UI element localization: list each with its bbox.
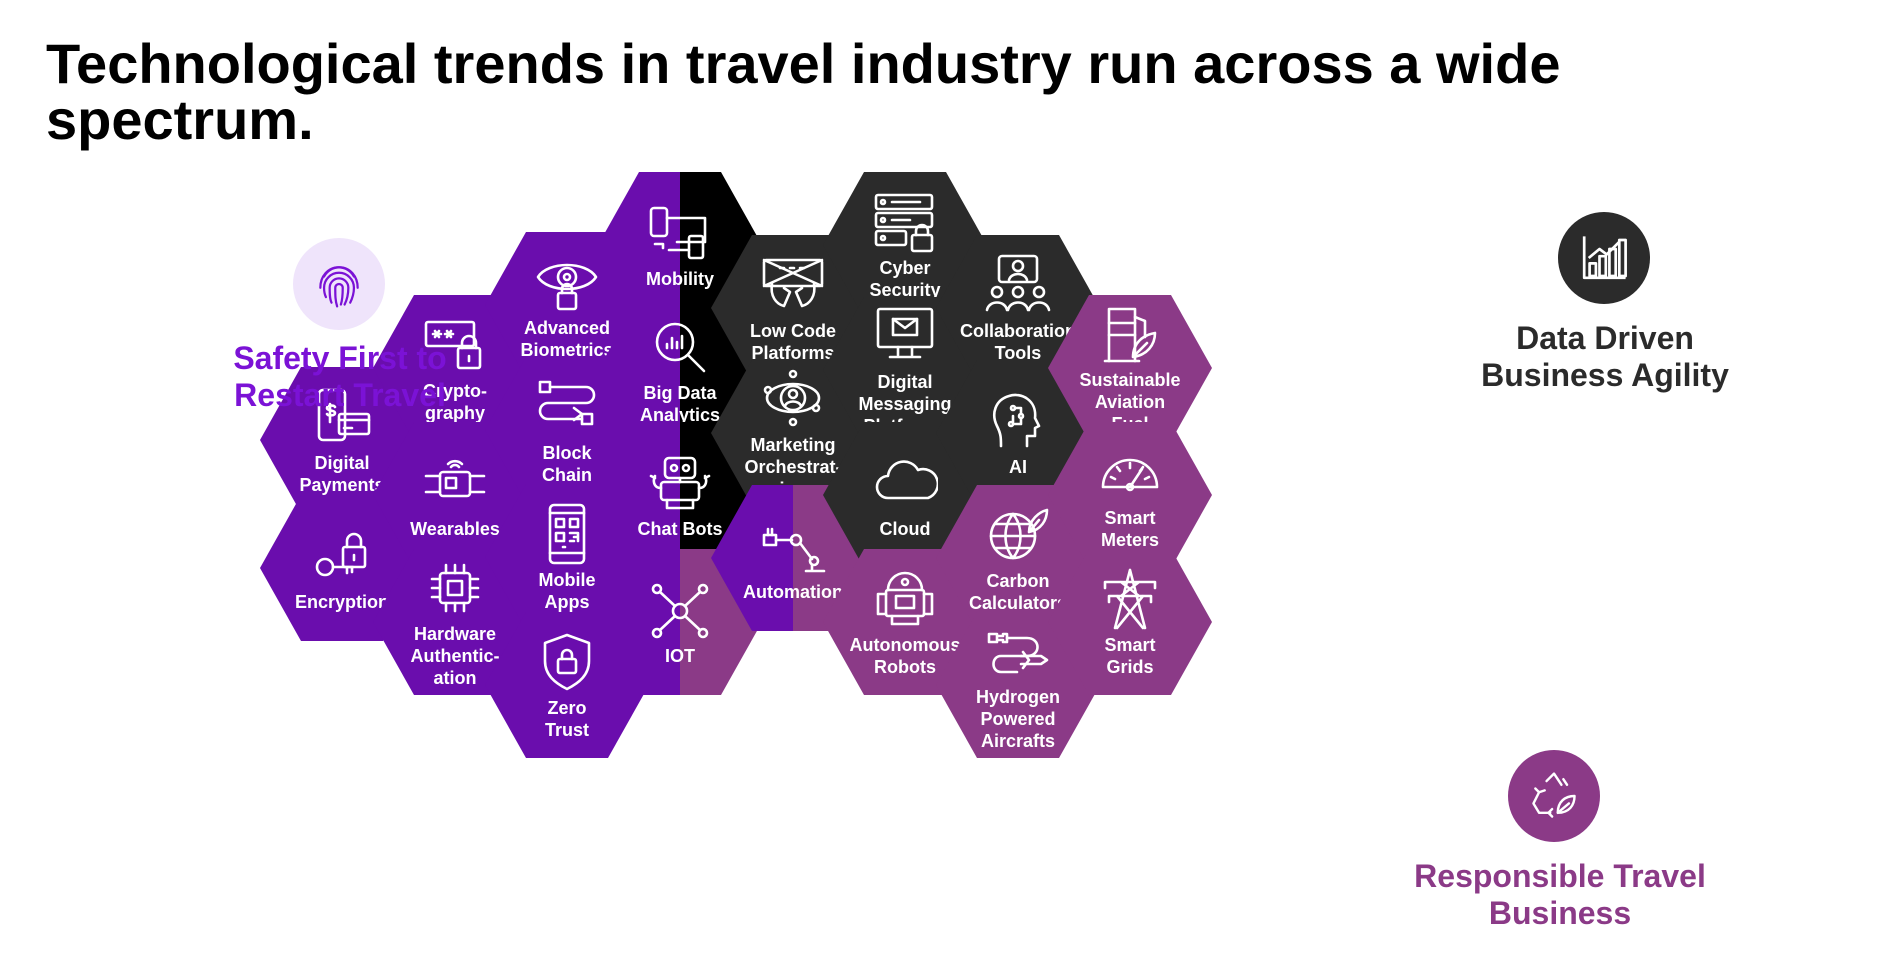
plug-plane-icon bbox=[987, 632, 1049, 674]
category-safety-label: Safety First to Restart Travel bbox=[233, 340, 447, 413]
smartwatch-icon bbox=[424, 459, 486, 498]
orbit-user-icon bbox=[763, 369, 821, 427]
hex-smart-meters: Smart Meters bbox=[1048, 422, 1212, 568]
hex-label: IOT bbox=[665, 646, 695, 666]
fingerprint-icon bbox=[293, 238, 385, 330]
hex-label: Smart Meters bbox=[1100, 508, 1160, 550]
hex-label: Low Code Platforms bbox=[750, 321, 836, 363]
recycle-leaf-icon bbox=[1508, 750, 1600, 842]
hex-label: Hardware Authentic- ation bbox=[410, 624, 500, 688]
hex-label: Mobile Apps bbox=[538, 570, 596, 612]
hex-label: Hydrogen Powered Aircrafts bbox=[975, 687, 1060, 751]
bar-chart-icon bbox=[1558, 212, 1650, 304]
hex-label: AI bbox=[1009, 457, 1027, 477]
phone-card-icon bbox=[317, 388, 371, 442]
hex-label: Digital Payments bbox=[299, 453, 385, 495]
monitor-mail-icon bbox=[876, 307, 934, 359]
pylon-icon bbox=[1103, 568, 1157, 630]
hex-label: Wearables bbox=[410, 519, 500, 539]
team-screen-icon bbox=[985, 254, 1051, 312]
hex-label: Automation bbox=[743, 582, 843, 602]
ai-head-icon bbox=[993, 393, 1041, 448]
keyboard-hands-icon bbox=[762, 258, 824, 308]
robot-arm-icon bbox=[762, 527, 826, 573]
magnifier-chart-icon bbox=[655, 322, 706, 373]
hex-label: Collaboration Tools bbox=[960, 321, 1076, 363]
hex-label: Cloud bbox=[879, 519, 931, 539]
chip-icon bbox=[430, 563, 480, 613]
hex-label: Digital Messaging Platforms bbox=[858, 372, 952, 436]
hex-label: Cyber Security bbox=[869, 258, 941, 300]
gauge-icon bbox=[1101, 458, 1159, 492]
hex-sustainable-aviation-fuel: Sustainable Aviation Fuel bbox=[1048, 295, 1212, 441]
hex-label: Advanced Biometrics bbox=[520, 318, 614, 360]
hex-smart-grids: Smart Grids bbox=[1048, 549, 1212, 695]
shield-lock-icon bbox=[543, 633, 591, 691]
page-title: Technological trends in travel industry … bbox=[46, 32, 1561, 151]
hex-label: Encryption bbox=[294, 592, 389, 612]
network-icon bbox=[651, 583, 709, 639]
password-lock-icon bbox=[424, 320, 482, 370]
hex-label: Big Data Analytics bbox=[639, 383, 721, 425]
server-lock-icon bbox=[874, 193, 934, 253]
hex-label: Carbon Calculators bbox=[968, 571, 1068, 613]
chain-path-icon bbox=[538, 380, 596, 426]
hex-label: Autonomous Robots bbox=[849, 635, 961, 677]
lock-key-icon bbox=[315, 532, 367, 577]
mobile-qr-icon bbox=[548, 503, 586, 565]
hex-label: Zero Trust bbox=[544, 698, 589, 740]
hex-label: Chat Bots bbox=[637, 519, 723, 539]
category-responsible-label: Responsible Travel Business bbox=[1414, 858, 1706, 931]
hex-label: Block Chain bbox=[541, 443, 592, 485]
eye-lock-icon bbox=[536, 263, 598, 311]
robot-icon bbox=[649, 456, 711, 510]
fuel-leaf-icon bbox=[1103, 307, 1157, 363]
hex-label: Mobility bbox=[646, 269, 714, 289]
hex-label: Smart Grids bbox=[1104, 635, 1156, 677]
droid-icon bbox=[876, 571, 934, 626]
globe-leaf-icon bbox=[989, 508, 1049, 560]
category-data-label: Data Driven Business Agility bbox=[1481, 320, 1729, 393]
hex-label: Crypto- graphy bbox=[423, 381, 487, 423]
cloud-icon bbox=[875, 460, 938, 500]
devices-icon bbox=[649, 206, 707, 260]
